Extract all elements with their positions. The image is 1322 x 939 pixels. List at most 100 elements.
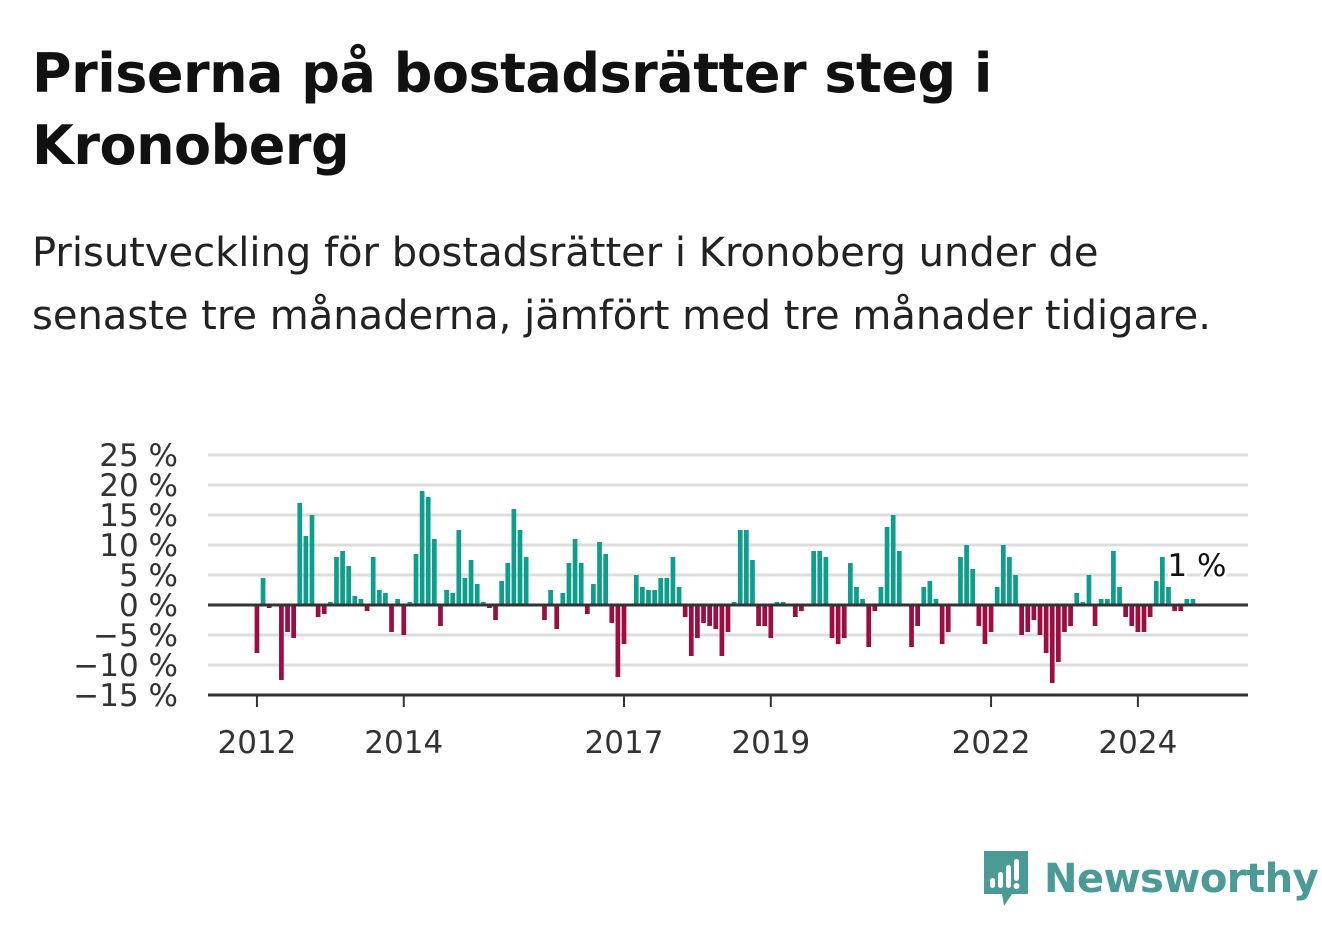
bar [743, 530, 749, 605]
bar [866, 605, 872, 647]
bar [1129, 605, 1135, 626]
bar [1190, 599, 1196, 605]
bar [664, 578, 670, 605]
bar [1086, 575, 1092, 605]
bar [334, 557, 339, 605]
bar [511, 509, 517, 605]
bar [939, 605, 945, 644]
bar [609, 605, 615, 623]
bar [523, 557, 529, 605]
bar [566, 563, 572, 605]
bar [982, 605, 988, 644]
bar [413, 554, 419, 605]
bar [762, 605, 768, 626]
bar [921, 587, 927, 605]
bar [297, 503, 303, 605]
bar [1013, 575, 1018, 605]
bar [829, 605, 835, 638]
bar [958, 557, 963, 605]
bar [358, 599, 364, 605]
bar [1000, 545, 1006, 605]
bar [688, 605, 694, 656]
bar [927, 581, 933, 605]
y-tick-label: −10 % [73, 648, 178, 684]
bar [847, 563, 853, 605]
bar [799, 605, 804, 611]
bar [737, 530, 743, 605]
bar [872, 605, 878, 611]
x-axis-tick-labels: 2012 2014 2017 2019 2022 2024 [217, 725, 1177, 761]
x-tick-label: 2024 [1098, 725, 1177, 761]
y-tick-label: 5 % [119, 558, 178, 594]
y-tick-label: 0 % [119, 588, 178, 624]
bar [309, 515, 315, 605]
bar [505, 563, 511, 605]
bar [1172, 605, 1177, 611]
bar [1178, 605, 1184, 611]
bar [346, 566, 352, 605]
bar [1025, 605, 1031, 632]
bar [438, 605, 443, 626]
bar [750, 560, 755, 605]
y-tick-label: 25 % [99, 438, 178, 474]
bar [1159, 557, 1165, 605]
bar [707, 605, 713, 626]
bar [572, 539, 578, 605]
bar [1068, 605, 1073, 626]
bar [1135, 605, 1141, 632]
bar [933, 599, 939, 605]
x-tick-label: 2014 [364, 725, 443, 761]
bar [291, 605, 297, 638]
bar [548, 590, 553, 605]
bar [1019, 605, 1025, 635]
y-tick-label: 15 % [99, 498, 178, 534]
bar [615, 605, 621, 677]
bar [792, 605, 798, 617]
bar [854, 587, 859, 605]
bar [725, 605, 731, 632]
bar [383, 593, 388, 605]
y-axis-tick-labels: 25 %20 %15 %10 %5 %0 %−5 %−10 %−15 % [73, 438, 178, 714]
bars [254, 491, 1196, 683]
bar [1104, 599, 1110, 605]
bar [652, 590, 657, 605]
bar [701, 605, 706, 623]
newsworthy-logo-icon [984, 851, 1028, 906]
bar [279, 605, 284, 680]
bar [964, 545, 969, 605]
bar [768, 605, 774, 638]
bar [670, 557, 676, 605]
bar [1043, 605, 1049, 653]
x-axis-tick-marks [255, 695, 1139, 707]
bar-chart: 25 %20 %15 %10 %5 %0 %−5 %−10 %−15 % 201… [73, 438, 1248, 761]
bar [499, 581, 505, 605]
bar [542, 605, 547, 620]
bar [419, 491, 425, 605]
x-tick-label: 2019 [731, 725, 810, 761]
x-tick-label: 2012 [217, 725, 296, 761]
bar [695, 605, 700, 638]
bar [1055, 605, 1061, 662]
bar [462, 578, 468, 605]
bar [1092, 605, 1098, 626]
bar [1074, 593, 1080, 605]
bar [915, 605, 921, 626]
latest-value-annotation: 1 % [1167, 548, 1226, 584]
bar [811, 551, 817, 605]
bar [1184, 599, 1190, 605]
bar [835, 605, 841, 644]
y-tick-label: 10 % [99, 528, 178, 564]
bar [340, 551, 345, 605]
bar [994, 587, 1000, 605]
bar [988, 605, 994, 632]
bar [401, 605, 407, 635]
bar [431, 539, 437, 605]
bar [1153, 581, 1159, 605]
bar [646, 590, 651, 605]
bar [1166, 587, 1171, 605]
chart-title: Priserna på bostadsrätter steg i Kronobe… [32, 42, 992, 177]
bar [591, 584, 596, 605]
bar [756, 605, 761, 626]
bar [444, 590, 449, 605]
bar [352, 596, 358, 605]
